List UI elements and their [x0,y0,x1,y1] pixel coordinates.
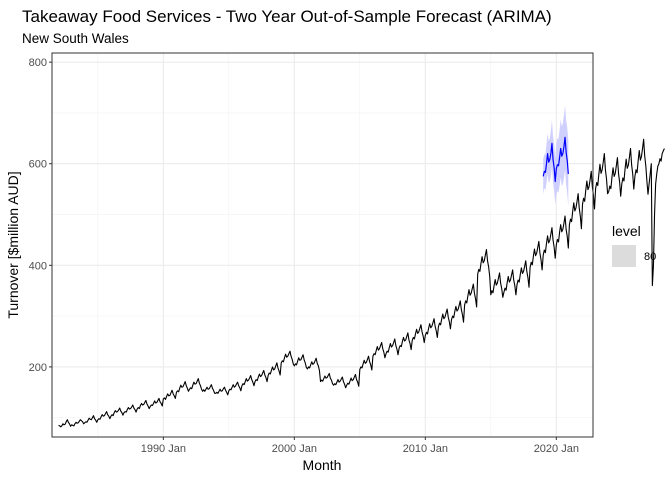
legend-label-80: 80 [644,251,656,263]
forecast-line [542,136,569,183]
grid-major [52,53,593,437]
y-tick-label-400: 400 [29,260,47,272]
chart-subtitle: New South Wales [22,31,129,46]
y-tick-label-800: 800 [29,57,47,69]
x-tick-label-2000: 2000 Jan [272,443,317,455]
grid-minor [52,53,593,437]
y-axis: 200 400 600 800 [29,57,52,374]
chart-title: Takeaway Food Services - Two Year Out-of… [22,7,552,26]
x-axis: 1990 Jan 2000 Jan 2010 Jan 2020 Jan [141,437,579,455]
legend-title: level [612,223,641,239]
y-tick-label-200: 200 [29,362,47,374]
plot-panel [51,52,594,438]
legend-key-80 [612,245,636,267]
x-tick-label-1990: 1990 Jan [141,443,186,455]
series-layer [58,136,665,428]
x-tick-label-2020: 2020 Jan [534,443,579,455]
y-tick-label-600: 600 [29,159,47,171]
y-axis-title: Turnover [$million AUD] [5,171,21,318]
forecast-interval-80 [543,105,569,207]
forecast-interval-layer [543,105,569,207]
x-tick-label-2010: 2010 Jan [403,443,448,455]
x-axis-title: Month [303,457,342,473]
plot-border [51,52,594,438]
actual-line [58,138,665,428]
